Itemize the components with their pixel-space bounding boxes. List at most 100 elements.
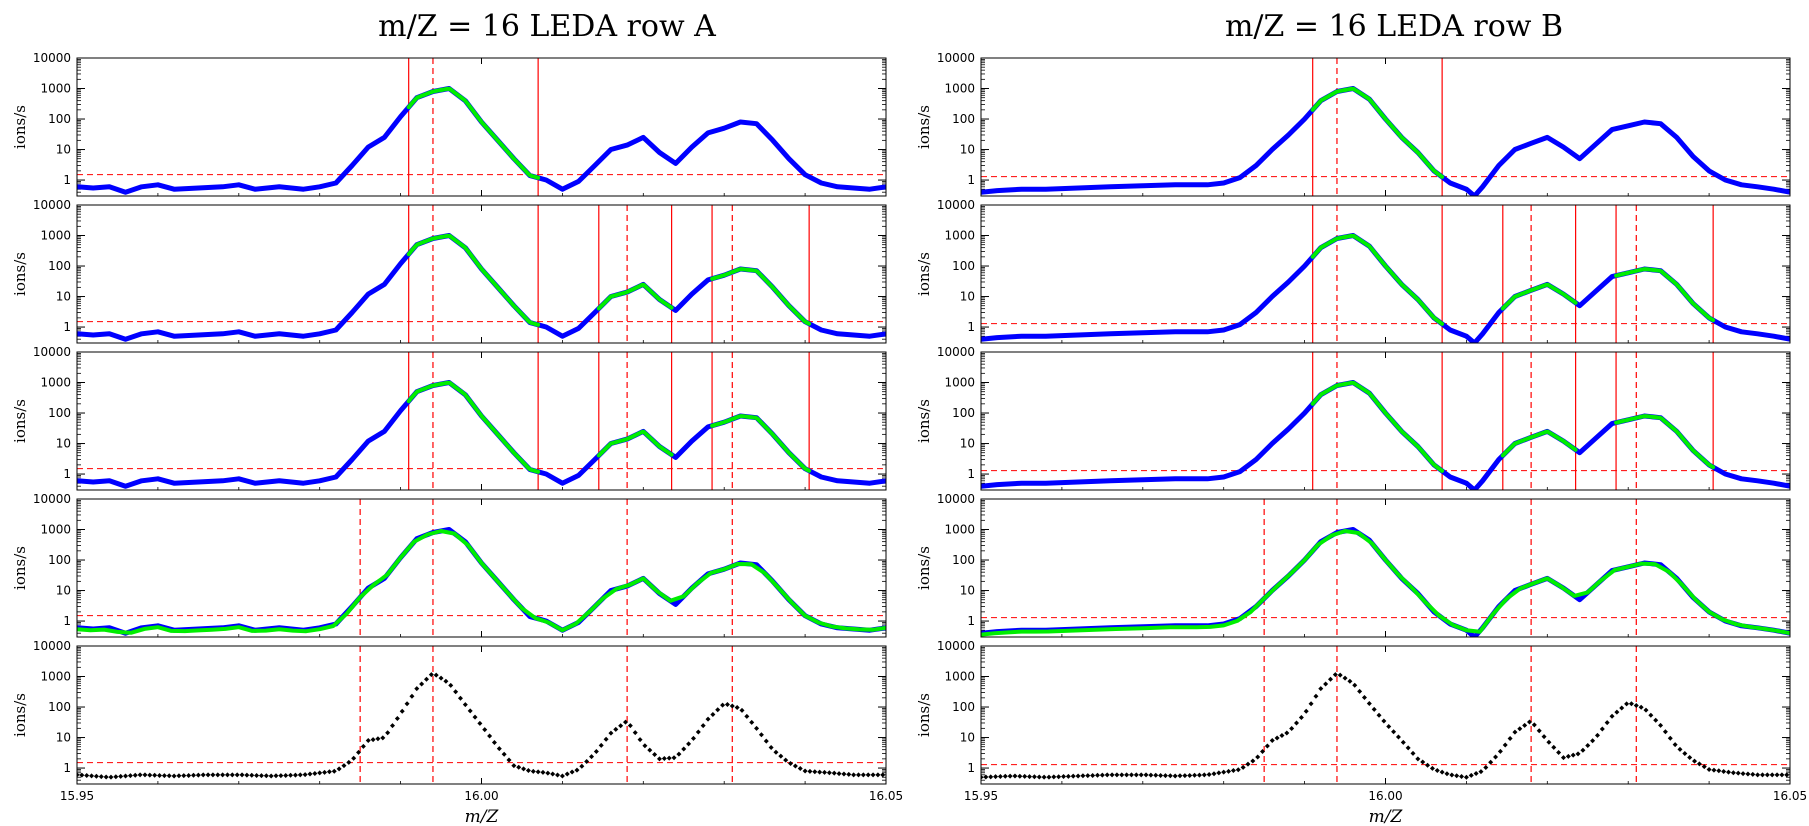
panel-content [77,499,886,637]
residual-point [1405,745,1411,751]
residual-point [1269,737,1275,743]
residual-point [1687,755,1693,761]
residual-point [132,772,138,778]
residual-point [127,773,133,779]
y-tick-label: 1 [63,614,71,628]
residual-point [778,753,784,759]
residual-point [224,772,230,778]
y-tick-label: 1000 [40,82,71,96]
residual-point [792,763,798,769]
residual-point [1371,706,1377,712]
residual-point [724,702,730,708]
residual-point [754,725,760,731]
y-tick-label: 1 [63,761,71,775]
residual-point [142,772,148,778]
residual-point [744,713,750,719]
y-tick-label: 10 [960,437,975,451]
residual-point [1488,759,1494,765]
residual-point [239,772,245,778]
panel-content [981,205,1790,343]
y-axis-label: ions/s [915,252,933,296]
residual-point [307,771,313,777]
panel-A-2: 1 10 100 1000 10000 ions/s [11,198,887,344]
residual-point [103,774,109,780]
fit-series [1614,414,1716,470]
panel-B-3: 1 10 100 1000 10000 ions/s [915,345,1791,491]
y-tick-label: 1000 [944,82,975,96]
residual-point [1434,768,1440,774]
residual-point [802,768,808,774]
residual-point [555,772,561,778]
y-tick-label: 10 [56,437,71,451]
residual-point [1153,772,1159,778]
residual-point [671,755,677,761]
residual-point [1429,765,1435,771]
y-axis-label: ions/s [915,693,933,737]
residual-point [409,693,415,699]
residual-point [1138,772,1144,778]
residual-point [865,772,871,778]
residual-point [1386,723,1392,729]
x-tick-label: 16.05 [869,789,903,803]
residual-point [1182,773,1188,779]
residual-point [1381,718,1387,724]
residual-point [1221,769,1227,775]
panel-frame [76,498,887,638]
y-tick-label: 1 [967,614,975,628]
residual-point [652,751,658,757]
y-tick-label: 100 [48,700,71,714]
residual-point [453,689,459,695]
residual-point [1002,773,1008,779]
residual-point [1051,774,1057,780]
y-tick-label: 10000 [33,345,71,359]
residual-point [1473,770,1479,776]
residual-point [234,772,240,778]
residual-point [1342,675,1348,681]
residual-point [1289,725,1295,731]
data-series [77,527,886,636]
y-tick-label: 1 [967,761,975,775]
residual-point [1172,773,1178,779]
residual-point [1260,749,1266,755]
residual-point [841,771,847,777]
x-axis-label: m/Z [465,807,500,826]
residual-point [981,774,984,780]
residual-point [1585,743,1591,749]
residual-point [351,755,357,761]
y-tick-label: 10 [960,143,975,157]
panel-content [77,352,886,490]
y-tick-label: 100 [48,112,71,126]
residual-point [1624,701,1630,707]
residual-point [1536,728,1542,734]
panel-A-4: 1 10 100 1000 10000 ions/s [11,492,887,638]
residual-point [1124,772,1130,778]
y-tick-label: 10000 [33,51,71,65]
panel-A-1: 1 10 100 1000 10000 ions/s [11,51,887,197]
residual-point [1056,774,1062,780]
residual-point [773,749,779,755]
y-tick-label: 100 [48,406,71,420]
residual-point [1061,774,1067,780]
residual-point [1075,773,1081,779]
residual-point [700,723,706,729]
residual-point [1133,772,1139,778]
residual-point [1735,770,1741,776]
panel-content [77,58,886,196]
residual-point [448,682,454,688]
y-tick-label: 1 [967,467,975,481]
residual-point [1366,701,1372,707]
residual-point [1279,732,1285,738]
y-axis-label: ions/s [11,252,29,296]
residual-point [831,770,837,776]
y-tick-label: 100 [48,553,71,567]
y-tick-label: 100 [952,700,975,714]
residual-point [530,768,536,774]
panel-frame [980,351,1791,491]
residual-point [1201,772,1207,778]
residual-point [1318,686,1324,692]
residual-point [1352,682,1358,688]
residual-point [365,737,371,743]
residual-point [1784,772,1790,778]
y-tick-label: 10 [960,290,975,304]
residual-point [1294,720,1300,726]
